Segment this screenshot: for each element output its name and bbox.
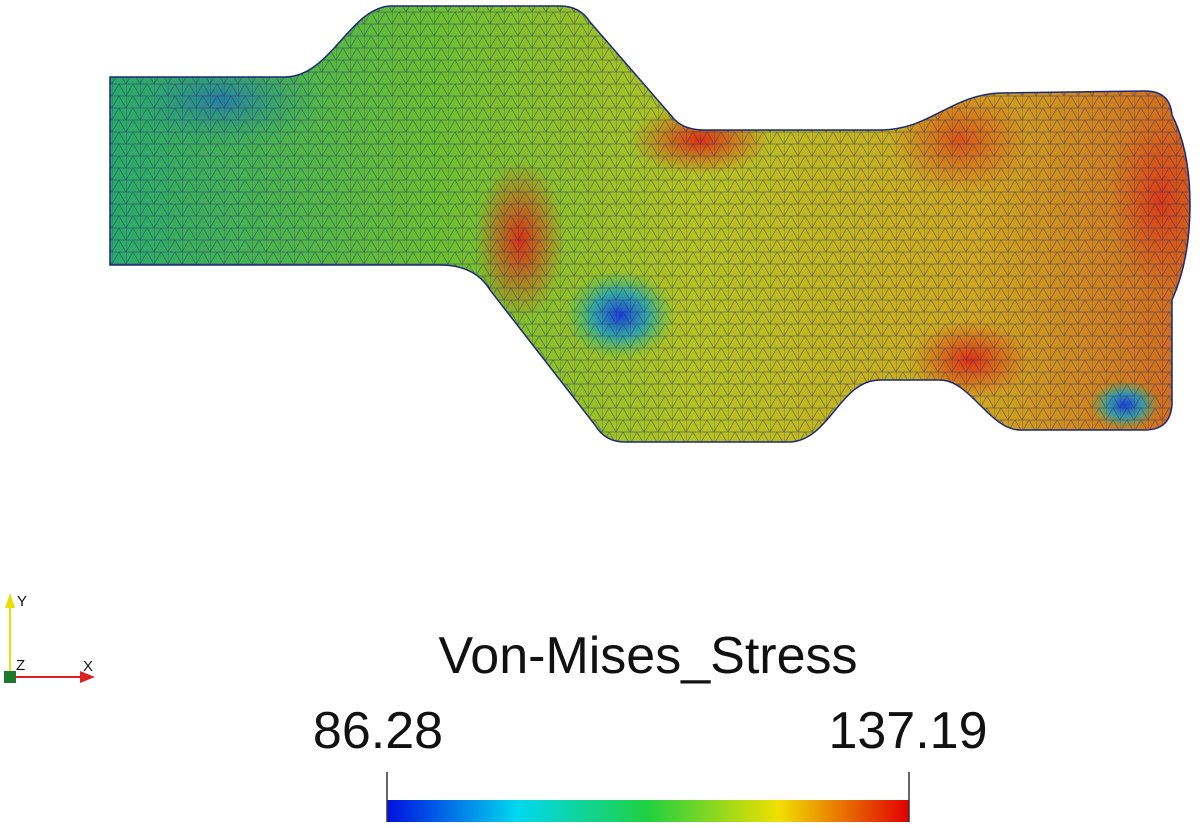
legend-title: Von-Mises_Stress [438,627,857,685]
color-bar [387,800,909,822]
legend-max-label: 137.19 [828,702,987,760]
z-axis-marker [4,671,16,683]
color-legend: Von-Mises_Stress 86.28 137.19 [313,627,988,822]
x-axis-label: X [83,658,93,675]
axes-triad: Y Z X [4,593,95,683]
z-axis-label: Z [16,657,25,674]
y-axis-label: Y [17,593,27,610]
y-arrow-head [5,593,15,608]
stress-field [110,6,1190,442]
legend-min-label: 86.28 [313,702,443,760]
x-arrow-head [80,671,95,683]
